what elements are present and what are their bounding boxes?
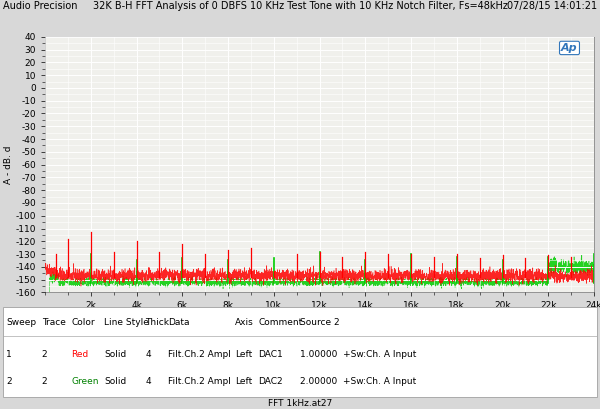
Text: 2: 2 [6,377,11,386]
Text: 1: 1 [6,350,12,359]
X-axis label: Hz: Hz [314,312,325,321]
Text: 4: 4 [146,350,151,359]
Text: Source 2: Source 2 [300,317,340,326]
Text: FFT 1kHz.at27: FFT 1kHz.at27 [268,399,332,408]
Text: 32K B-H FFT Analysis of 0 DBFS 10 KHz Test Tone with 10 KHz Notch Filter, Fs=48k: 32K B-H FFT Analysis of 0 DBFS 10 KHz Te… [92,1,508,11]
Text: Data: Data [168,317,190,326]
Text: 2: 2 [41,377,47,386]
Text: 07/28/15 14:01:21: 07/28/15 14:01:21 [507,1,597,11]
Text: Left: Left [235,377,252,386]
Text: Solid: Solid [104,377,126,386]
Text: Green: Green [71,377,99,386]
Text: Audio Precision: Audio Precision [3,1,77,11]
FancyBboxPatch shape [3,307,597,397]
Text: Sweep: Sweep [6,317,36,326]
Text: 4: 4 [146,377,151,386]
Y-axis label: A - dB. d: A - dB. d [4,145,13,184]
Text: 2.00000  +Sw:Ch. A Input: 2.00000 +Sw:Ch. A Input [300,377,416,386]
Text: Red: Red [71,350,89,359]
Text: Line Style: Line Style [104,317,149,326]
Text: Axis: Axis [235,317,253,326]
Text: 2: 2 [41,350,47,359]
Text: Filt.Ch.2 Ampl: Filt.Ch.2 Ampl [168,377,231,386]
Text: 1.00000  +Sw:Ch. A Input: 1.00000 +Sw:Ch. A Input [300,350,416,359]
Text: Left: Left [235,350,252,359]
Text: Ap: Ap [561,43,578,53]
Text: Comment: Comment [259,317,302,326]
Text: Trace: Trace [41,317,65,326]
Text: Filt.Ch.2 Ampl: Filt.Ch.2 Ampl [168,350,231,359]
Text: Solid: Solid [104,350,126,359]
Text: Thick: Thick [146,317,170,326]
Text: Color: Color [71,317,95,326]
Text: DAC1: DAC1 [259,350,283,359]
Text: DAC2: DAC2 [259,377,283,386]
